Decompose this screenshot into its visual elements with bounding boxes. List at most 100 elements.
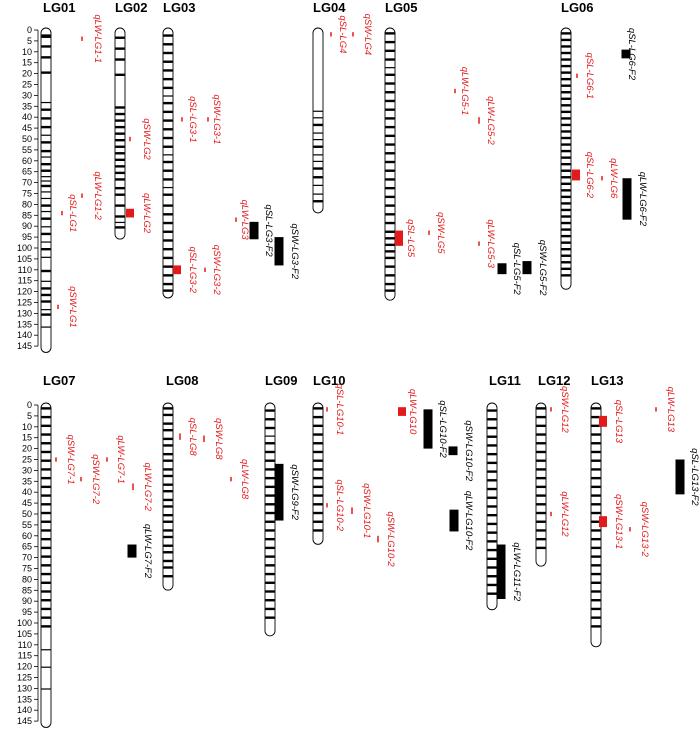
marker-band [163,239,173,242]
marker-band [41,424,51,428]
marker-band [163,520,173,523]
scale-tick-label: 50 [22,509,32,519]
marker-band [536,442,546,445]
qtl-bar [61,210,63,216]
marker-band [487,566,497,569]
marker-band [313,154,323,156]
qtl-bar [57,304,59,310]
scale-tick-label: 120 [17,287,32,297]
scale-tick-label: 95 [22,607,32,617]
scale-tick-label: 105 [17,629,32,639]
qtl-bar [126,208,134,218]
marker-band [265,468,275,471]
marker-band [487,557,497,560]
marker-band [163,529,173,532]
scale-tick-label: 20 [22,444,32,454]
marker-band [163,221,173,225]
marker-band [41,141,51,144]
marker-band [41,407,51,410]
marker-band [487,409,497,412]
qtl-bar [423,409,433,449]
marker-band [115,47,125,50]
marker-band [591,415,601,419]
marker-band [313,494,323,497]
marker-band [561,104,571,107]
marker-band [41,108,51,111]
marker-band [487,470,497,473]
marker-band [385,134,395,138]
qtl-label: qLW-LG13 [665,387,676,433]
scale-tick-label: 35 [22,101,32,111]
qtl-bar [352,32,354,37]
marker-band [41,555,51,558]
scale-tick-label: 85 [22,210,32,220]
qtl-bar [599,415,607,427]
marker-band [163,256,173,260]
marker-band [385,160,395,164]
marker-band [561,143,571,146]
marker-band [163,535,173,539]
qtl-bar [377,535,379,543]
qtl-label: qSW-LG8 [213,418,224,460]
marker-band [163,265,173,268]
marker-band [163,119,173,122]
qtl-bar [655,407,657,412]
marker-band [561,208,571,212]
qtl-label: qSL-LG13 [613,400,624,444]
marker-band [41,248,51,251]
marker-band [163,128,173,131]
marker-band [41,459,51,462]
marker-band [561,267,571,271]
marker-band [41,204,51,207]
marker-band [313,476,323,480]
marker-band [265,476,275,480]
marker-band [313,442,323,445]
marker-band [385,243,395,247]
marker-band [115,145,125,148]
qtl-bar [601,176,603,181]
scale-tick-label: 5 [27,411,32,421]
marker-band [41,191,51,193]
marker-band [265,590,275,593]
scale-tick-label: 75 [22,564,32,574]
marker-band [41,101,51,104]
marker-band [265,511,275,515]
marker-band [313,145,323,148]
qtl-label: qSL-LG6-2 [584,152,595,199]
marker-band [561,156,571,159]
qtl-label: qSL-LG4 [337,15,348,53]
qtl-label: qSW-LG2 [141,118,152,160]
marker-band [41,117,51,120]
qtl-bar [497,263,507,275]
marker-band [536,476,546,480]
marker-band [115,221,125,224]
marker-band [163,34,173,37]
scale-tick-label: 0 [27,25,32,35]
marker-band [41,169,51,172]
marker-band [41,433,51,436]
marker-band [385,195,395,199]
marker-band [487,505,497,508]
qtl-bar [55,457,57,462]
marker-band [487,435,497,438]
marker-band [163,86,173,90]
marker-band [385,256,395,260]
marker-band [163,468,173,471]
scale-tick-label: 90 [22,221,32,231]
scale-tick-label: 95 [22,232,32,242]
marker-band [536,537,546,541]
qtl-label: qSL-LG6-F2 [626,28,637,81]
marker-band [487,522,497,526]
marker-band [591,572,601,576]
scale-tick-label: 80 [22,199,32,209]
scale-tick-label: 145 [17,341,32,351]
scale-tick-label: 0 [27,400,32,410]
marker-band [561,71,571,74]
marker-band [561,91,571,94]
scale-tick-label: 140 [17,705,32,715]
qtl-label: qSW-LG4 [362,14,373,56]
qtl-label: qLW-LG10 [407,389,418,435]
qtl-label: qLW-LG3 [239,200,250,241]
marker-band [41,313,51,316]
marker-band [385,91,395,94]
